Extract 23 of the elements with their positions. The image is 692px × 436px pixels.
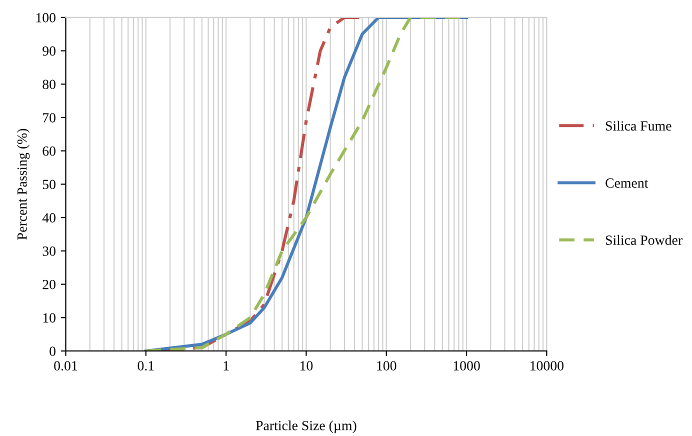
- x-tick-label: 100: [377, 361, 396, 370]
- x-axis-title: Particle Size (µm): [256, 420, 356, 434]
- x-tick-label: 0.01: [54, 361, 78, 371]
- x-tick-label: 10: [300, 361, 313, 370]
- y-tick-label: 100: [36, 13, 56, 22]
- legend-label: Silica Fume: [606, 120, 672, 131]
- y-tick-label: 70: [43, 113, 56, 122]
- x-tick-label: 10000: [530, 361, 564, 370]
- y-tick-label: 50: [42, 180, 56, 190]
- y-tick-label: 20: [42, 280, 56, 290]
- y-tick-label: 10: [43, 313, 56, 323]
- y-axis-title: Percent Passing (%): [16, 128, 30, 240]
- legend-label: Silica Powder: [606, 235, 682, 245]
- x-tick-label: 0.1: [138, 361, 154, 371]
- x-tick-label: 1000: [454, 361, 480, 370]
- y-tick-label: 60: [42, 146, 56, 156]
- y-tick-label: 80: [42, 80, 56, 90]
- y-tick-label: 90: [42, 46, 56, 56]
- y-tick-label: 0: [50, 346, 56, 356]
- y-tick-label: 30: [42, 246, 56, 256]
- y-tick-label: 40: [42, 213, 56, 223]
- legend-label: Cement: [606, 178, 648, 188]
- x-tick-label: 1: [224, 361, 229, 370]
